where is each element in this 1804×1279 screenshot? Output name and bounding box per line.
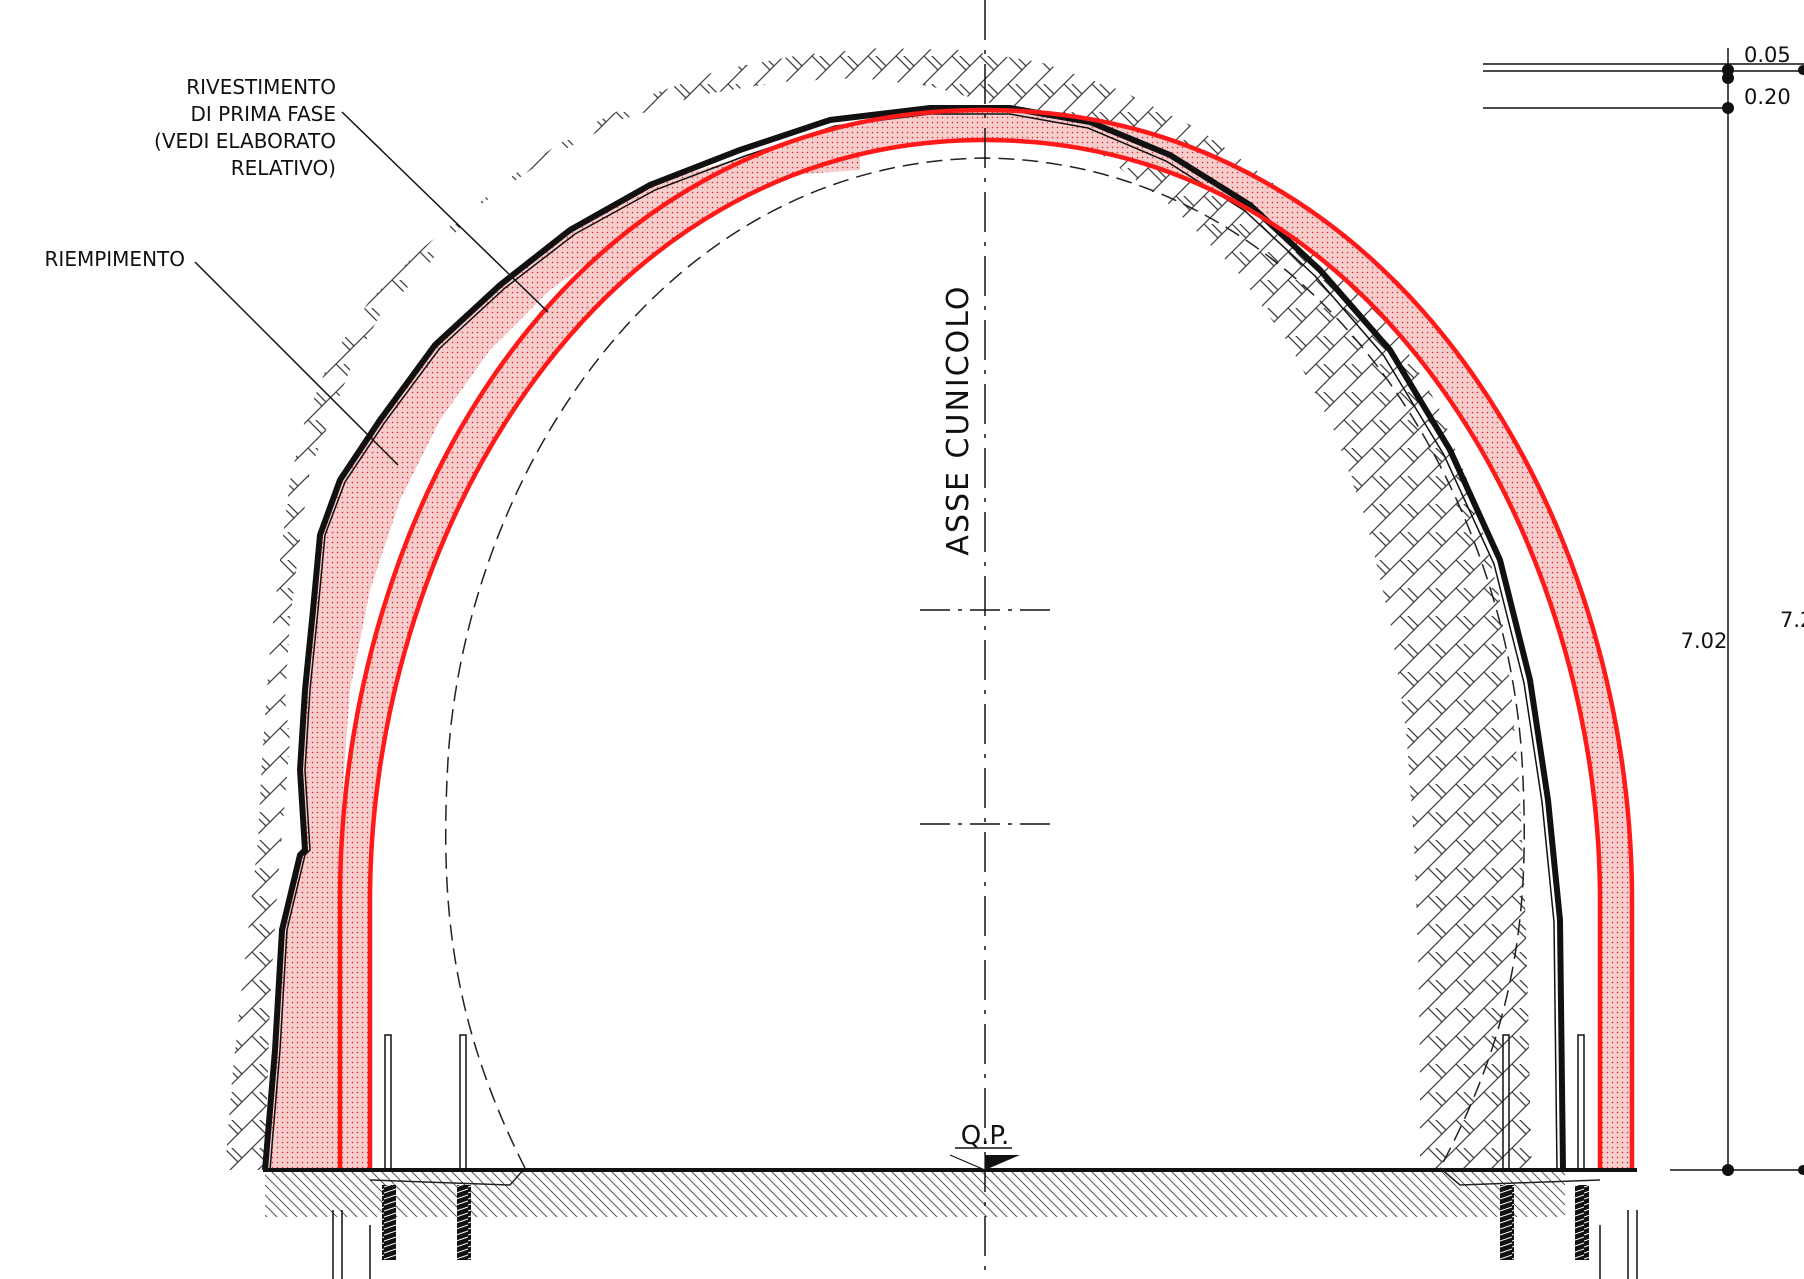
rivestimento-line-2: DI PRIMA FASE [191, 102, 337, 126]
excavation-profile [262, 105, 1566, 1171]
rivestimento-label: RIVESTIMENTO DI PRIMA FASE (VEDI ELABORA… [154, 75, 336, 180]
dim-72: 7.2 [1780, 608, 1804, 632]
bottom-verticals [332, 1210, 1638, 1279]
rivestimento-line-4: RELATIVO) [231, 156, 336, 180]
dimension-lines [1483, 48, 1804, 1171]
anchor-bars [384, 1034, 1585, 1171]
dim-005: 0.05 [1744, 43, 1791, 67]
excavation-profile-inner [269, 113, 1558, 1171]
anchor-roots [382, 1185, 1589, 1260]
rivestimento-line-1: RIVESTIMENTO [186, 75, 336, 99]
base-ground-hatch [265, 1172, 1565, 1217]
rock-mass [225, 48, 1532, 1170]
riempimento-fill [265, 140, 860, 1170]
leader-lines [194, 111, 549, 466]
dim-020: 0.20 [1744, 85, 1791, 109]
qp-label: Q.P. [961, 1121, 1010, 1151]
lining-outer-line [337, 107, 1635, 1170]
rivestimento-line-3: (VEDI ELABORATO [154, 129, 336, 153]
dimension-dots [1722, 64, 1804, 1176]
qp-level-marker [949, 1147, 1020, 1171]
riempimento-label: RIEMPIMENTO [45, 247, 185, 271]
asse-cunicolo-label: ASSE CUNICOLO [941, 284, 976, 555]
dim-702: 7.02 [1681, 629, 1728, 653]
axis-cross-marks [920, 609, 1050, 825]
